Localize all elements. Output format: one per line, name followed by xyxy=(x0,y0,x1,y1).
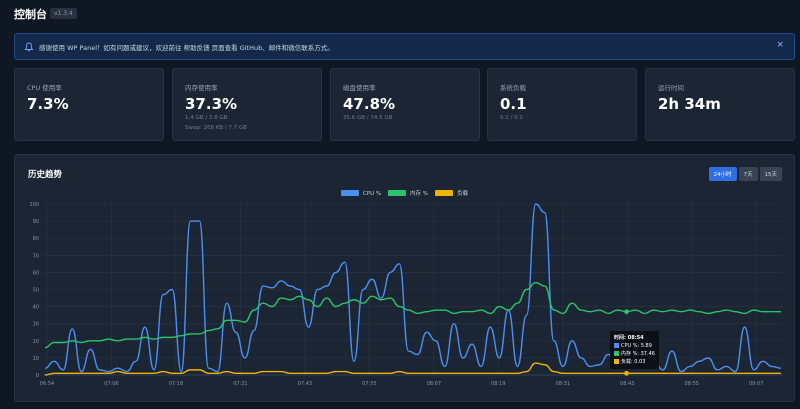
range-24h-button[interactable]: 24小时 xyxy=(708,167,737,181)
card-value: 0.1 xyxy=(500,95,527,113)
y-tick-label: 40 xyxy=(33,305,39,311)
card-label: 内存使用率 xyxy=(185,84,218,92)
card-sub: 1.4 GB / 3.8 GB xyxy=(185,115,228,121)
card-value: 2h 34m xyxy=(658,95,721,113)
y-tick-label: 90 xyxy=(33,219,39,225)
x-tick-label: 07:06 xyxy=(104,381,118,387)
history-chart: 0 10 20 30 40 50 60 70 80 90 100 06:54 07:06 07:18 07:… xyxy=(29,189,783,387)
x-tick-label: 07:18 xyxy=(169,381,183,387)
hover-point xyxy=(624,309,629,315)
card-value: 37.3% xyxy=(185,95,238,113)
chart-tooltip: 时间: 08:54 CPU %: 5.89 内存 %: 37.46 负载: 0.… xyxy=(610,331,659,369)
tooltip-text: CPU %: 5.89 xyxy=(621,343,652,349)
tooltip-row-cpu: CPU %: 5.89 xyxy=(614,342,655,350)
y-tick-label: 30 xyxy=(33,322,39,328)
y-tick-label: 60 xyxy=(33,270,39,276)
x-tick-label: 09:07 xyxy=(749,381,763,387)
card-load: 系统负载 0.1 0.1 / 0.2 xyxy=(487,68,637,141)
card-sub: 35.6 GB / 74.5 GB xyxy=(343,115,393,121)
tooltip-row-load: 负载: 0.03 xyxy=(614,358,655,366)
range-7d-button[interactable]: 7天 xyxy=(738,167,758,181)
card-cpu: CPU 使用率 7.3% xyxy=(14,68,164,141)
x-tick-label: 07:43 xyxy=(298,381,312,387)
x-tick-label: 08:19 xyxy=(491,381,505,387)
y-tick-label: 10 xyxy=(33,356,39,362)
header: 控制台 v1.3.4 xyxy=(0,0,800,28)
x-tick-label: 07:55 xyxy=(362,381,376,387)
card-label: 系统负载 xyxy=(500,84,526,92)
version-badge: v1.3.4 xyxy=(50,8,77,19)
card-value: 7.3% xyxy=(27,95,69,113)
x-tick-label: 08:55 xyxy=(685,381,699,387)
card-label: CPU 使用率 xyxy=(27,84,62,92)
close-icon[interactable]: × xyxy=(776,40,784,50)
tooltip-swatch xyxy=(614,343,619,348)
legend-label[interactable]: CPU % xyxy=(363,191,381,197)
series-line-0 xyxy=(44,203,782,373)
y-tick-label: 20 xyxy=(33,339,39,345)
tooltip-text: 负载: 0.03 xyxy=(621,359,646,365)
tooltip-swatch xyxy=(614,351,619,356)
card-value: 47.8% xyxy=(343,95,396,113)
legend-label[interactable]: 内存 % xyxy=(410,189,428,197)
tooltip-text: 内存 %: 37.46 xyxy=(621,351,655,357)
y-tick-label: 80 xyxy=(33,236,39,242)
legend-swatch xyxy=(435,190,453,196)
range-selector: 24小时 7天 15天 xyxy=(708,167,782,181)
tooltip-row-mem: 内存 %: 37.46 xyxy=(614,350,655,358)
history-title: 历史趋势 xyxy=(28,170,63,180)
x-tick-label: 08:31 xyxy=(556,381,570,387)
tooltip-swatch xyxy=(614,359,619,364)
card-sub: Swap: 268 KB / 7.7 GB xyxy=(185,125,247,131)
card-sub: 0.1 / 0.2 xyxy=(500,115,523,121)
y-tick-label: 70 xyxy=(33,253,39,259)
y-tick-label: 100 xyxy=(29,202,39,208)
y-tick-label: 0 xyxy=(36,373,39,379)
info-alert: 感谢使用 WP Panel！如有问题或建议，欢迎前往 帮助反馈 页面查看 Git… xyxy=(14,33,795,60)
x-tick-label: 08:07 xyxy=(427,381,441,387)
legend-label[interactable]: 负载 xyxy=(457,189,469,197)
y-tick-label: 50 xyxy=(33,288,39,294)
card-label: 磁盘使用率 xyxy=(343,84,376,92)
card-uptime: 运行时间 2h 34m xyxy=(645,68,795,141)
series-line-1 xyxy=(44,281,781,349)
bell-icon xyxy=(24,42,34,52)
x-tick-label: 08:43 xyxy=(620,381,634,387)
legend-swatch xyxy=(341,190,359,196)
hover-point xyxy=(624,370,629,376)
series-line-2 xyxy=(44,362,781,376)
card-disk: 磁盘使用率 47.8% 35.6 GB / 74.5 GB xyxy=(330,68,480,141)
card-label: 运行时间 xyxy=(658,84,684,92)
history-panel: 0 10 20 30 40 50 60 70 80 90 100 06:54 07:06 07:18 07:… xyxy=(14,154,795,402)
range-15d-button[interactable]: 15天 xyxy=(759,167,782,181)
card-memory: 内存使用率 37.3% 1.4 GB / 3.8 GB Swap: 268 KB… xyxy=(172,68,322,141)
tooltip-title: 时间: 08:54 xyxy=(614,335,644,341)
alert-text: 感谢使用 WP Panel！如有问题或建议，欢迎前往 帮助反馈 页面查看 Git… xyxy=(39,44,334,52)
x-tick-label: 07:31 xyxy=(233,381,247,387)
x-tick-label: 06:54 xyxy=(40,381,54,387)
legend-swatch xyxy=(388,190,406,196)
page-title: 控制台 xyxy=(14,8,47,21)
